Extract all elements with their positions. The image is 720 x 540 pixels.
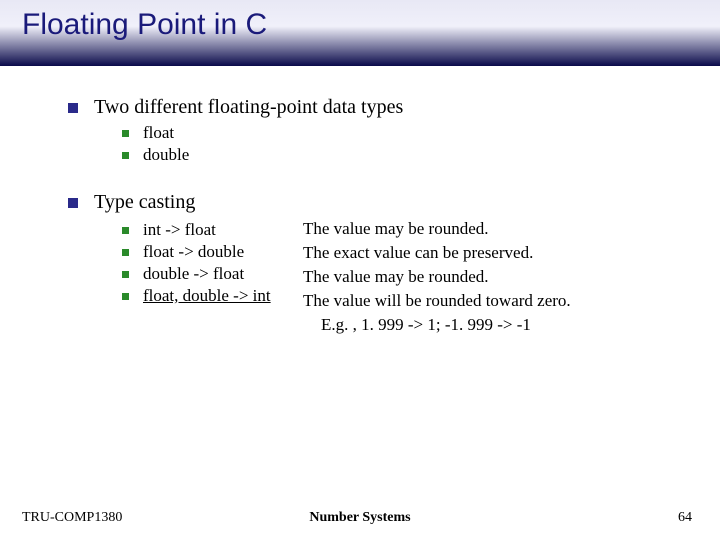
bullet-icon: [122, 130, 129, 137]
section1-item-1: double: [143, 145, 189, 165]
section2-heading-row: Type casting: [68, 191, 680, 214]
footer-left: TRU-COMP1380: [22, 510, 122, 526]
cast-2: double -> float: [143, 264, 244, 284]
cast-3: float, double -> int: [143, 286, 271, 306]
section1-heading: Two different floating-point data types: [94, 96, 403, 119]
cast-0: int -> float: [143, 220, 216, 240]
casting-notes: The value may be rounded. The exact valu…: [303, 218, 571, 338]
note-3: The value will be rounded toward zero.: [303, 290, 571, 312]
list-item: int -> float: [122, 220, 303, 240]
bullet-icon: [122, 249, 129, 256]
slide-content: Two different floating-point data types …: [0, 66, 720, 338]
slide-title: Floating Point in C: [22, 8, 720, 42]
section1-heading-row: Two different floating-point data types: [68, 96, 680, 119]
note-2: The value may be rounded.: [303, 266, 571, 288]
list-item: float: [122, 123, 680, 143]
title-bar: Floating Point in C: [0, 0, 720, 66]
footer-right: 64: [678, 510, 692, 526]
casting-table: int -> float float -> double double -> f…: [68, 218, 680, 338]
list-item: double: [122, 145, 680, 165]
list-item: float -> double: [122, 242, 303, 262]
slide-footer: TRU-COMP1380 Number Systems 64: [0, 510, 720, 526]
note-1: The exact value can be preserved.: [303, 242, 571, 264]
bullet-icon: [122, 293, 129, 300]
bullet-icon: [122, 271, 129, 278]
bullet-icon: [122, 227, 129, 234]
note-example: E.g. , 1. 999 -> 1; -1. 999 -> -1: [303, 314, 571, 336]
bullet-icon: [122, 152, 129, 159]
list-item: double -> float: [122, 264, 303, 284]
casting-left: int -> float float -> double double -> f…: [122, 220, 303, 306]
cast-1: float -> double: [143, 242, 244, 262]
section1-items: float double: [122, 123, 680, 165]
section2-heading: Type casting: [94, 191, 195, 214]
bullet-icon: [68, 103, 78, 113]
section1-item-0: float: [143, 123, 174, 143]
note-0: The value may be rounded.: [303, 218, 571, 240]
bullet-icon: [68, 198, 78, 208]
list-item: float, double -> int: [122, 286, 303, 306]
